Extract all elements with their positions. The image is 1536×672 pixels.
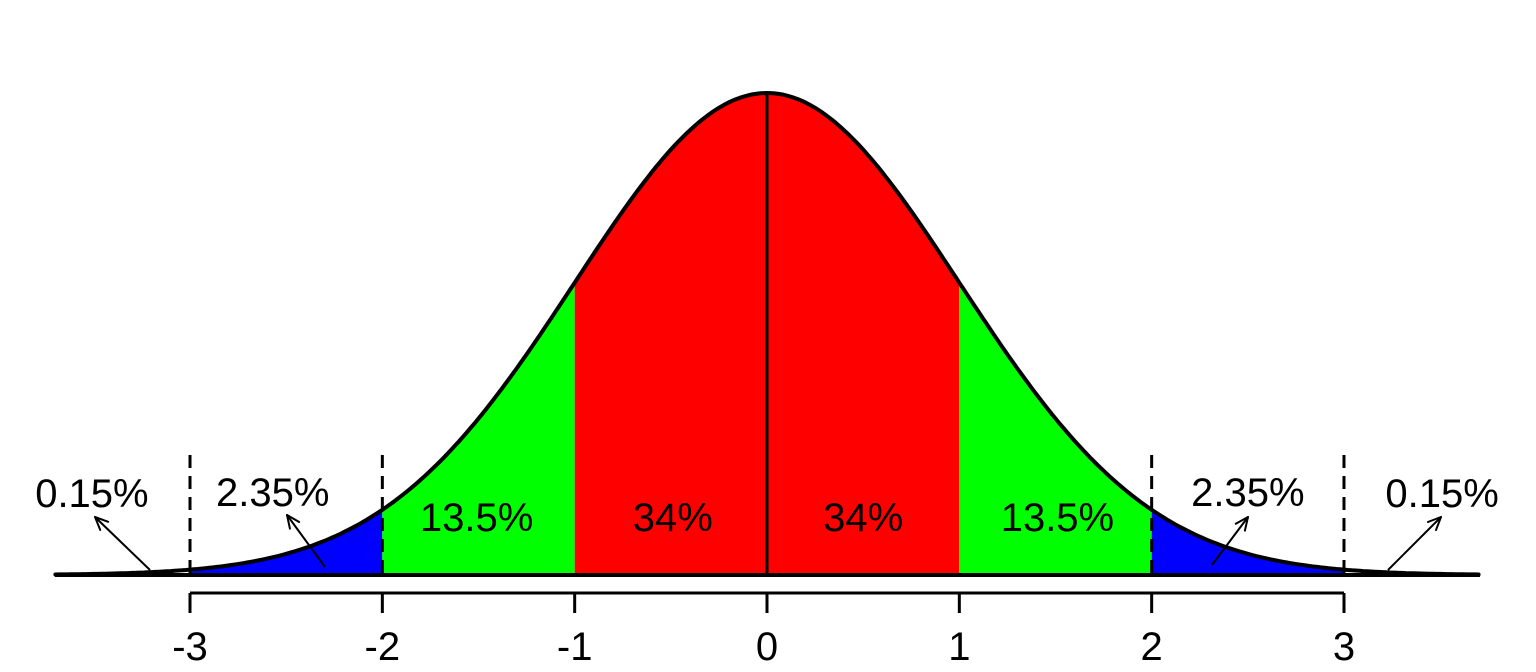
region-fill--3-to--2 (190, 509, 383, 575)
annotation-arrowhead-3 (1426, 516, 1442, 524)
annotation-arrowhead-0 (94, 516, 102, 531)
annotation-arrow-1 (286, 514, 326, 568)
annotation-arrowhead-1 (286, 514, 291, 530)
annotation-arrowhead-2 (1243, 516, 1249, 532)
annotation-arrow-0 (94, 516, 151, 571)
annotation-arrowhead-1 (286, 514, 301, 523)
annotation-arrow-3 (1387, 516, 1442, 571)
region-fill--1-to-0 (574, 93, 767, 575)
annotation-arrowhead-2 (1234, 516, 1249, 525)
annotation-arrowhead-3 (1434, 516, 1442, 532)
annotation-arrow-2 (1211, 516, 1249, 566)
region-fill-0-to-1 (767, 93, 960, 575)
region-fill-2-to-3 (1151, 509, 1344, 575)
annotation-arrowhead-0 (94, 516, 110, 523)
bell-curve-path (53, 91, 1481, 577)
